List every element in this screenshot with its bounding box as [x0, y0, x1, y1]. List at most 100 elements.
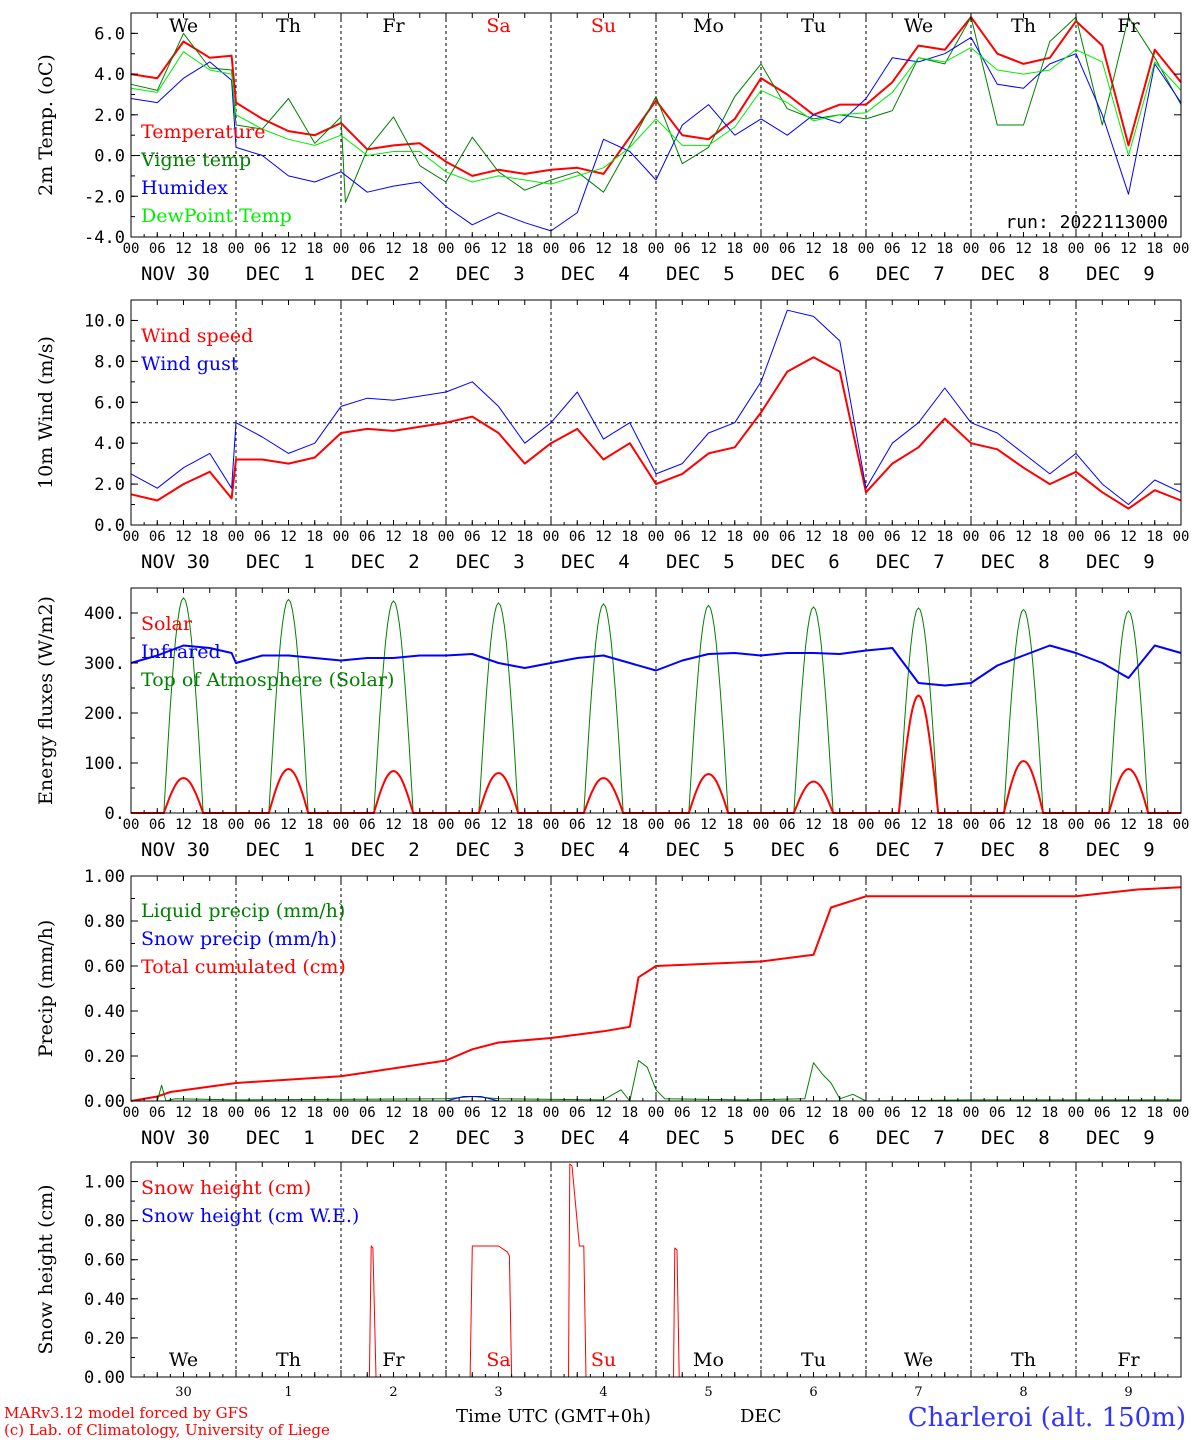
hour-tick-label: 12: [490, 1105, 507, 1121]
hour-tick-label: 00: [228, 241, 245, 257]
hour-tick-label: 00: [753, 817, 770, 833]
date-label: DEC 3: [456, 839, 525, 861]
hour-tick-label: 12: [910, 817, 927, 833]
hour-tick-label: 12: [1120, 817, 1137, 833]
day-number-label: 3: [494, 1385, 502, 1400]
infrared-series: [130, 644, 1182, 687]
hour-tick-label: 18: [726, 241, 743, 257]
hour-tick-label: 18: [726, 817, 743, 833]
hour-tick-label: 12: [280, 1105, 297, 1121]
hour-tick-label: 00: [438, 1105, 455, 1121]
date-label: DEC 5: [666, 839, 735, 861]
legend-entry: Solar: [141, 613, 193, 635]
humidex-series: [130, 36, 1182, 232]
hour-tick-label: 12: [385, 1105, 402, 1121]
hour-tick-label: 18: [936, 241, 953, 257]
weekday-label: Fr: [1117, 15, 1140, 37]
legend-entry: Snow height (cm W.E.): [141, 1205, 359, 1227]
date-label: DEC 8: [981, 263, 1050, 285]
energy-panel: 0. 100. 200. 300. 400. Energy fluxes (W/m2) So…: [35, 587, 1189, 861]
y-axis-title: 2m Temp. (oC): [35, 54, 57, 196]
date-label: DEC 2: [351, 551, 420, 573]
hour-tick-label: 00: [963, 241, 980, 257]
hour-tick-label: 06: [884, 529, 901, 545]
y-tick-label: 4.0: [94, 434, 125, 454]
hour-tick-label: 12: [700, 529, 717, 545]
y-tick-label: 0.00: [84, 1368, 125, 1388]
solar-series: [131, 694, 1181, 814]
hour-tick-label: 06: [779, 817, 796, 833]
y-axis-title: 10m Wind (m/s): [35, 336, 57, 489]
date-label: DEC 9: [1086, 839, 1155, 861]
legend-entry: Vigne temp: [140, 149, 251, 171]
y-tick-label: -4.0: [84, 228, 125, 248]
date-label: DEC 2: [351, 263, 420, 285]
date-label: DEC 6: [771, 839, 840, 861]
date-label: DEC 2: [351, 1127, 420, 1149]
lab-credit: (c) Lab. of Climatology, University of L…: [4, 1421, 330, 1439]
y-tick-label: 6.0: [94, 24, 125, 44]
hour-tick-label: 12: [1015, 241, 1032, 257]
hour-tick-label: 18: [831, 529, 848, 545]
date-label: DEC 4: [561, 263, 630, 285]
hour-tick-label: 18: [726, 529, 743, 545]
hour-tick-label: 00: [858, 241, 875, 257]
legend-entry: Humidex: [141, 177, 228, 199]
snow-panel: 0.00 0.20 0.40 0.60 0.80 1.00 Snow height (cm)…: [35, 1161, 1182, 1400]
hour-tick-label: 00: [333, 1105, 350, 1121]
time-axis-label: Time UTC (GMT+0h): [456, 1406, 651, 1427]
weekday-label: We: [904, 1349, 933, 1371]
y-tick-label: 0.40: [84, 1290, 125, 1310]
date-label: DEC 3: [456, 263, 525, 285]
hour-tick-label: 06: [359, 817, 376, 833]
hour-tick-label: 06: [989, 1105, 1006, 1121]
legend-entry: Snow height (cm): [141, 1177, 311, 1199]
hour-tick-label: 06: [254, 1105, 271, 1121]
hour-tick-label: 06: [359, 1105, 376, 1121]
hour-tick-label: 06: [569, 529, 586, 545]
hour-tick-label: 00: [963, 1105, 980, 1121]
day-number-label: 1: [284, 1385, 292, 1400]
hour-tick-label: 00: [1068, 1105, 1085, 1121]
date-label: DEC 8: [981, 551, 1050, 573]
day-number-label: 5: [704, 1385, 712, 1400]
y-tick-label: 2.0: [94, 106, 125, 126]
day-number-label: 7: [914, 1385, 922, 1400]
weekday-label: Th: [1011, 15, 1036, 37]
hour-tick-label: 18: [831, 241, 848, 257]
hour-tick-label: 00: [753, 529, 770, 545]
hour-tick-label: 12: [1120, 241, 1137, 257]
date-label: DEC 9: [1086, 263, 1155, 285]
hour-tick-label: 18: [831, 1105, 848, 1121]
hour-tick-label: 00: [753, 1105, 770, 1121]
hour-tick-label: 00: [123, 241, 140, 257]
date-label: DEC 1: [246, 263, 315, 285]
hour-tick-label: 12: [910, 241, 927, 257]
hour-tick-label: 00: [123, 1105, 140, 1121]
weekday-label: We: [169, 1349, 198, 1371]
temp-panel: -4.0 -2.0 0.0 2.0 4.0 6.0 2m Temp. (oC) Tempera…: [35, 12, 1189, 285]
hour-tick-label: 18: [201, 817, 218, 833]
hour-tick-label: 18: [411, 529, 428, 545]
y-axis-title: Snow height (cm): [35, 1184, 57, 1354]
weekday-label: Tu: [801, 15, 826, 37]
date-label: DEC 4: [561, 1127, 630, 1149]
model-credit: MARv3.12 model forced by GFS: [4, 1404, 249, 1422]
hour-tick-label: 06: [779, 529, 796, 545]
date-label: DEC 6: [771, 1127, 840, 1149]
legend-entry: Temperature: [141, 121, 265, 143]
date-label: DEC 5: [666, 1127, 735, 1149]
hour-tick-label: 06: [779, 241, 796, 257]
hour-tick-label: 12: [280, 817, 297, 833]
hour-tick-label: 00: [1068, 241, 1085, 257]
hour-tick-label: 00: [438, 529, 455, 545]
hour-tick-label: 12: [490, 817, 507, 833]
hour-tick-label: 12: [595, 241, 612, 257]
hour-tick-label: 06: [359, 241, 376, 257]
y-tick-label: 0.80: [84, 1212, 125, 1232]
hour-tick-label: 00: [333, 817, 350, 833]
weekday-label: Su: [591, 15, 616, 37]
hour-tick-label: 18: [1041, 1105, 1058, 1121]
